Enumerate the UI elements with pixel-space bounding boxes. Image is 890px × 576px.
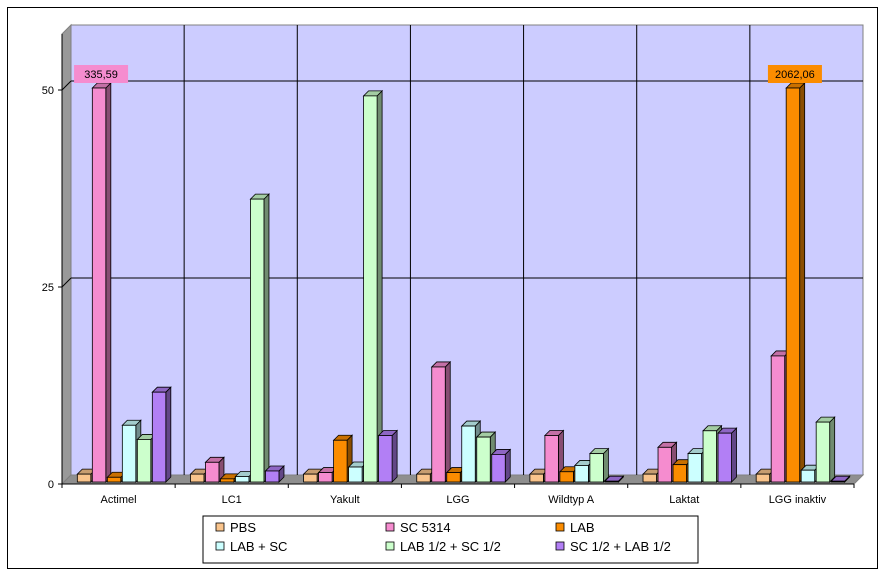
- bar: [446, 472, 461, 483]
- bar: [544, 435, 559, 483]
- legend-swatch: [385, 541, 395, 551]
- legend-swatch: [555, 541, 565, 551]
- category-label: LC1: [222, 494, 242, 506]
- bar: [363, 95, 378, 483]
- bar-side: [263, 193, 270, 483]
- bar-side: [799, 82, 806, 483]
- bar: [785, 87, 801, 483]
- legend-label: SC 1/2 + LAB 1/2: [570, 539, 671, 554]
- chart-svg: GM-CSF 12h02550ActimelLC1YakultLGGWildty…: [42, 23, 865, 564]
- bar: [205, 461, 220, 483]
- legend-swatch: [215, 522, 225, 532]
- bar: [76, 473, 92, 483]
- bar: [672, 464, 687, 483]
- bar-side: [444, 360, 451, 483]
- data-label-box: [767, 65, 822, 83]
- bar: [416, 473, 431, 483]
- bar-side: [829, 416, 836, 483]
- bar: [491, 454, 506, 483]
- bar: [431, 366, 446, 483]
- data-label-box: [74, 65, 129, 83]
- bar: [91, 87, 107, 483]
- bar: [333, 439, 348, 483]
- bar: [461, 425, 476, 483]
- y-tick-label: 0: [48, 479, 54, 491]
- category-label: LGG inaktiv: [769, 494, 827, 506]
- legend-swatch: [215, 541, 225, 551]
- legend-label: LAB: [570, 520, 595, 535]
- bar: [687, 453, 702, 483]
- bar: [604, 480, 619, 483]
- bar: [303, 473, 318, 483]
- bar: [235, 476, 250, 483]
- bar: [220, 478, 235, 483]
- legend-swatch: [385, 522, 395, 532]
- bar: [589, 453, 604, 483]
- bar: [755, 473, 771, 483]
- y-tick-label: 25: [42, 282, 54, 294]
- bar: [830, 480, 846, 483]
- legend-label: LAB + SC: [230, 539, 287, 554]
- category-label: Actimel: [101, 494, 137, 506]
- bar: [318, 472, 333, 483]
- category-label: Laktat: [669, 494, 699, 506]
- bar: [378, 435, 393, 483]
- bar: [190, 473, 205, 483]
- bar-side: [602, 447, 609, 483]
- bar: [717, 432, 732, 483]
- bar: [815, 421, 831, 483]
- bar: [151, 391, 167, 483]
- gridline-side: [61, 277, 72, 288]
- category-label: Yakult: [330, 494, 360, 506]
- bar: [136, 439, 152, 483]
- bar: [265, 470, 280, 483]
- bar-side: [391, 429, 398, 483]
- chart-frame: GM-CSF 12h02550ActimelLC1YakultLGGWildty…: [7, 7, 878, 569]
- bar-side: [731, 427, 737, 483]
- bar-side: [504, 448, 511, 483]
- bar: [529, 473, 544, 483]
- bar-side: [165, 386, 172, 483]
- bar: [250, 198, 265, 483]
- bar: [574, 465, 589, 483]
- plot-back-wall: [70, 24, 864, 476]
- legend-label: SC 5314: [400, 520, 451, 535]
- bar: [770, 355, 786, 483]
- legend-label: PBS: [230, 520, 256, 535]
- bar: [800, 469, 816, 483]
- data-label: 335,59: [84, 69, 118, 81]
- category-label: LGG: [446, 494, 469, 506]
- bar: [702, 430, 717, 483]
- plot-side-wall: [61, 23, 72, 486]
- data-label: 2062,06: [775, 69, 815, 81]
- bar: [121, 424, 137, 483]
- legend-swatch: [555, 522, 565, 532]
- bar-side: [105, 82, 112, 483]
- y-tick-label: 50: [42, 85, 54, 97]
- legend-box: [202, 515, 699, 564]
- bar: [642, 473, 657, 483]
- bar: [559, 471, 574, 483]
- category-label: Wildtyp A: [548, 494, 595, 506]
- bar-side: [376, 89, 383, 483]
- bar: [348, 466, 363, 483]
- bar: [476, 436, 491, 483]
- gridline-side: [61, 80, 72, 91]
- bar: [106, 476, 122, 483]
- legend-label: LAB 1/2 + SC 1/2: [400, 539, 501, 554]
- bar: [657, 446, 672, 483]
